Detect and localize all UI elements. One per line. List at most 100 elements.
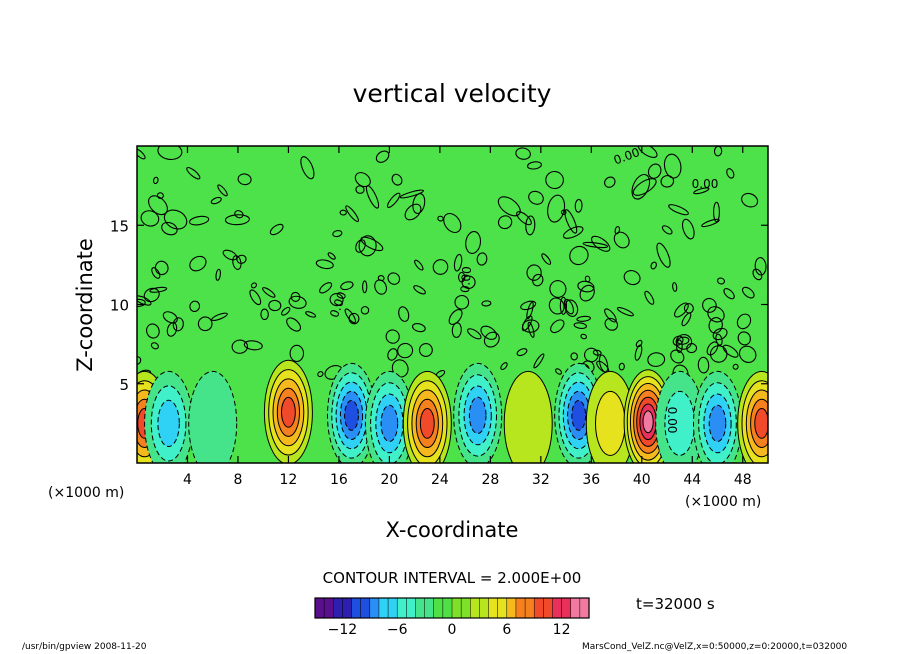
turbulence-contour [148,195,168,216]
turbulence-contour [516,348,528,357]
turbulence-contour [224,214,250,226]
turbulence-contour [741,286,755,299]
colorbar-swatch [497,597,508,619]
turbulence-contour [554,368,563,375]
turbulence-contour [188,215,210,226]
turbulence-contour [709,345,728,363]
velocity-contour-band [754,408,768,439]
turbulence-contour [249,289,262,306]
turbulence-contour [722,344,739,358]
turbulence-contour [231,339,249,354]
turbulence-contour [232,255,242,270]
turbulence-contour [697,356,710,374]
turbulence-contour [215,268,221,281]
x-tick-label: 24 [431,472,449,488]
turbulence-contour [290,291,301,302]
contour-value-label: 0.00 [692,177,719,191]
turbulence-contour [146,323,160,339]
turbulence-contour [732,363,739,370]
velocity-cell [263,359,313,463]
colorbar-swatch [369,597,380,619]
turbulence-contour [515,147,531,160]
turbulence-contour [222,249,238,261]
turbulence-contour [137,148,146,160]
turbulence-contour [701,218,720,228]
turbulence-contour [332,230,343,238]
turbulence-contour [737,331,751,346]
colorbar-tick-label: 0 [448,622,457,638]
colorbar-tick-label: 12 [553,622,571,638]
turbulence-contour [526,264,542,281]
turbulence-contour [340,281,354,291]
turbulence-contour [623,270,641,286]
turbulence-contour [681,218,695,240]
y-tick-label: 15 [110,217,129,235]
y-tick-label: 5 [119,376,129,394]
turbulence-contour [533,353,545,369]
velocity-cell [188,370,238,463]
turbulence-contour [549,280,567,298]
velocity-cell [402,370,452,463]
turbulence-contour [391,359,409,378]
turbulence-contour [365,185,380,209]
turbulence-contour [582,241,609,249]
turbulence-contour [189,255,207,272]
turbulence-contour [660,175,675,188]
turbulence-contour [483,331,500,348]
turbulence-contour [451,322,462,338]
velocity-contour-band [419,408,435,439]
turbulence-contour [355,239,366,253]
turbulence-contour [140,210,160,227]
turbulence-contour [631,173,651,200]
turbulence-contour [418,343,433,357]
velocity-contour-band [468,396,487,434]
turbulence-contour [186,166,201,180]
turbulence-contour [604,176,616,188]
colorbar-swatch [396,597,407,619]
colorbar-swatch [543,597,554,619]
x-axis-label: X-coordinate [386,518,519,542]
velocity-contour-band [281,396,296,428]
turbulence-contour [413,285,426,295]
contour-interval-text: CONTOUR INTERVAL = 2.000E+00 [323,569,582,587]
turbulence-contour [161,221,178,236]
turbulence-contour [717,277,725,285]
turbulence-contour [686,343,698,354]
turbulence-contour [647,163,662,179]
turbulence-contour [269,223,284,236]
turbulence-contour [437,215,444,222]
turbulence-contour [476,252,488,266]
turbulence-contour [604,308,617,323]
colorbar-swatch [470,597,480,619]
turbulence-contour [548,297,565,315]
turbulence-contour [528,190,544,205]
colorbar-swatch [506,597,517,619]
x-axis-ticks: 4 8 12 16 20 24 28 32 36 40 44 48 [183,146,752,488]
colorbar-swatch [333,597,343,619]
turbulence-contour [288,295,307,309]
turbulence-contour [706,341,719,356]
colorbar-swatch [433,597,444,619]
turbulence-contour [172,317,184,332]
x-tick-label: 40 [633,472,651,488]
turbulence-contour [656,242,671,268]
turbulence-contour [668,204,689,216]
turbulence-contour [414,259,424,271]
x-unit-right: (×1000 m) [685,494,761,510]
turbulence-contour [736,313,752,330]
colorbar-swatch [561,597,572,619]
x-tick-label: 48 [734,472,752,488]
velocity-cells [137,359,768,463]
turbulence-contour [584,347,599,363]
turbulence-contour [560,209,567,216]
turbulence-contour [516,211,532,226]
turbulence-contour [613,231,630,249]
velocity-contour-band [571,400,587,431]
turbulence-contour [315,259,334,270]
velocity-cell [503,370,553,463]
y-axis-ticks: 5 10 15 [110,217,768,394]
turbulence-contour [574,198,583,213]
velocity-contour-band [503,370,553,463]
turbulence-contour [580,333,587,340]
